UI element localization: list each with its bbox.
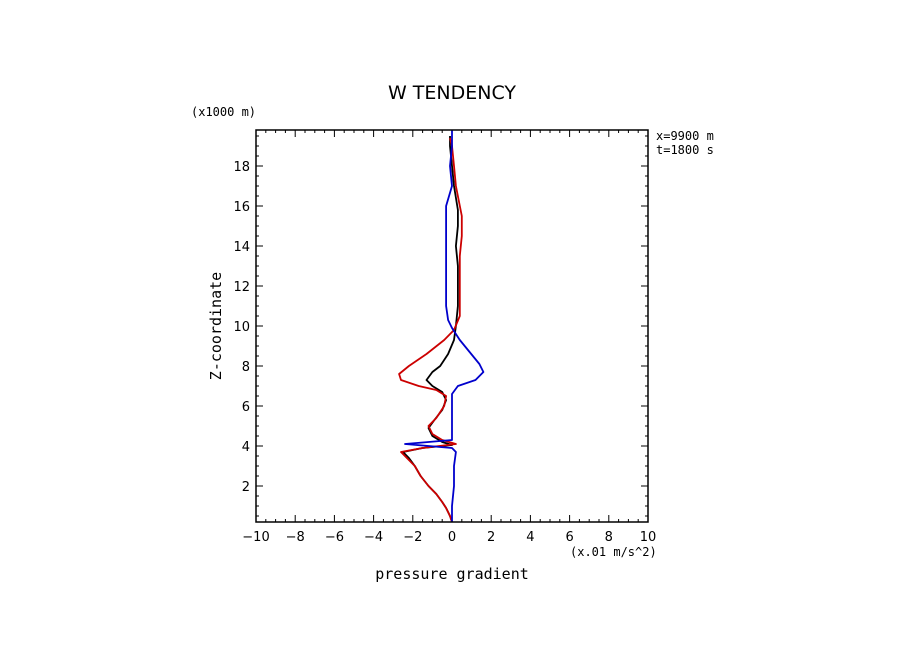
y-tick-label: 12	[233, 280, 250, 295]
series-lines	[398, 130, 485, 523]
x-axis-label: pressure gradient	[375, 565, 529, 583]
x-tick-label: 0	[448, 530, 456, 545]
plot-frame	[255, 129, 649, 523]
info-x-position: x=9900 m	[656, 129, 714, 143]
y-tick-label: 2	[242, 480, 250, 495]
x-tick-label: −2	[403, 530, 422, 545]
chart-title: W TENDENCY	[388, 82, 516, 104]
x-tick-label: 4	[526, 530, 534, 545]
y-axis-unit: (x1000 m)	[191, 105, 256, 119]
x-tick-label: 10	[640, 530, 657, 545]
x-tick-label: −8	[286, 530, 305, 545]
series-line-red	[398, 137, 463, 523]
y-axis-label: Z-coordinate	[207, 272, 225, 380]
x-tick-label: 6	[565, 530, 573, 545]
x-tick-label: 2	[487, 530, 495, 545]
x-tick-label: −10	[242, 530, 269, 545]
y-tick-label: 8	[242, 360, 250, 375]
axis-ticks: −10 −8 −6 −4 −2 0 2 4 6 8 10 2 4 6 8 10 12 14 16 18	[233, 130, 656, 545]
y-tick-label: 16	[233, 200, 250, 215]
x-tick-label: −4	[364, 530, 383, 545]
y-tick-label: 18	[233, 160, 250, 175]
x-axis-unit: (x.01 m/s^2)	[570, 545, 657, 559]
x-tick-label: 8	[605, 530, 613, 545]
y-tick-label: 10	[233, 320, 250, 335]
y-tick-label: 6	[242, 400, 250, 415]
y-tick-label: 4	[242, 440, 250, 455]
series-line-blue	[404, 130, 485, 522]
info-time: t=1800 s	[656, 143, 714, 157]
y-tick-label: 14	[233, 240, 250, 255]
x-tick-label: −6	[325, 530, 344, 545]
